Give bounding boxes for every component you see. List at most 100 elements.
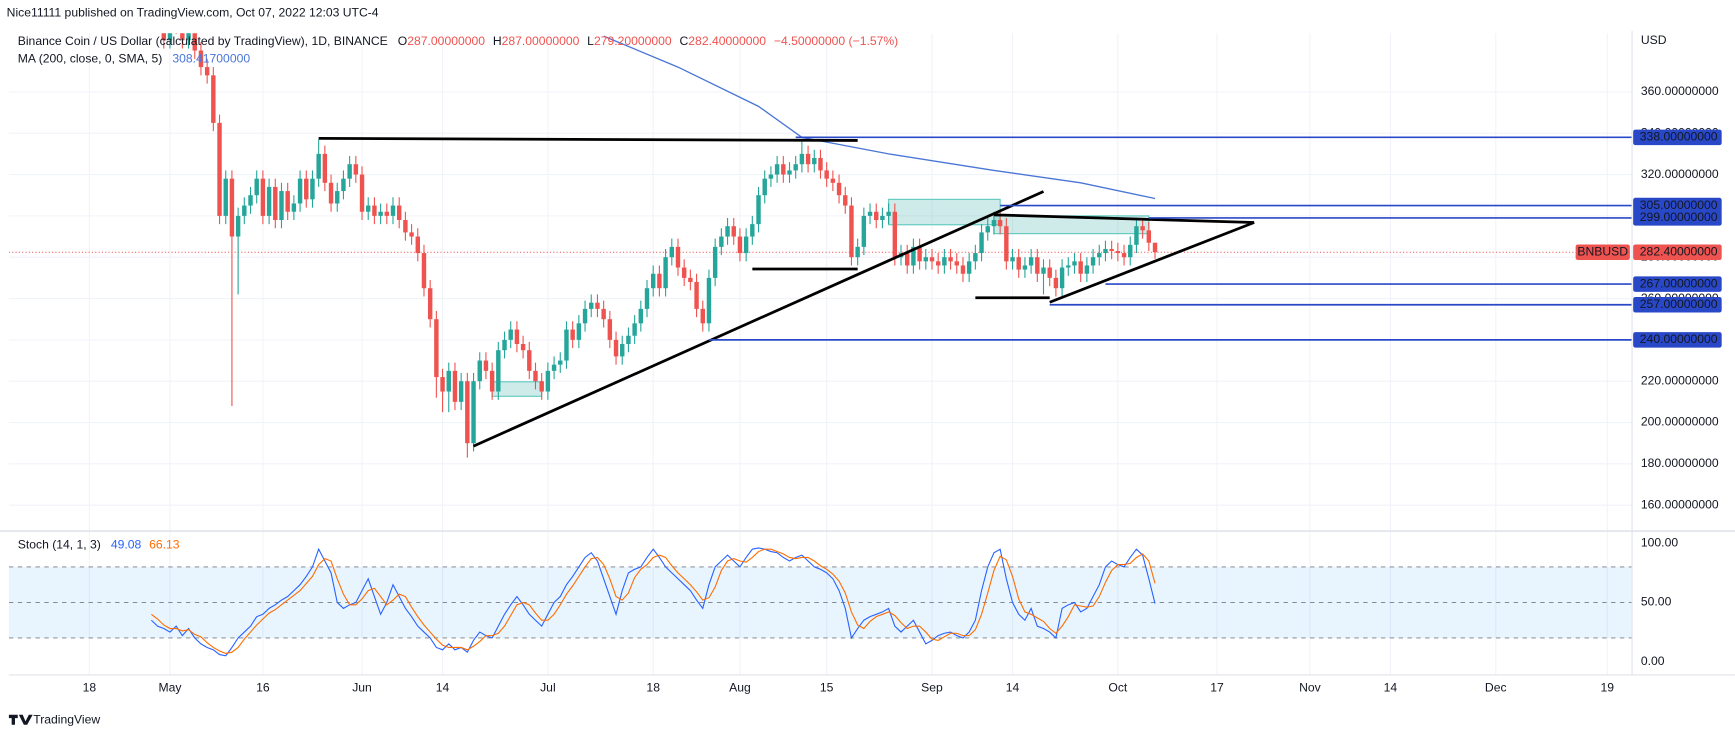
candle-body xyxy=(688,277,693,283)
candle-body xyxy=(1059,267,1065,289)
axes: 18 May 16 Jun 14 Jul 18 Aug 15 Sep 14 Oct 17 Nov 14 Dec… xyxy=(83,84,1722,694)
candle-body xyxy=(558,360,563,365)
x-tick-label: 15 xyxy=(820,680,834,694)
candle-body xyxy=(570,329,575,340)
candle-body xyxy=(1134,226,1139,245)
candle-body xyxy=(960,265,966,274)
trendline xyxy=(472,190,1045,448)
ohlc-value: 287.00000000 xyxy=(502,34,580,48)
candle-body xyxy=(929,257,935,262)
candle-body xyxy=(576,323,582,340)
candle-body xyxy=(217,122,222,216)
candle-body xyxy=(1146,230,1152,243)
candle-body xyxy=(743,236,749,254)
x-tick-label: Sep xyxy=(921,680,943,694)
x-tick-label: 14 xyxy=(436,680,450,694)
candle-body xyxy=(390,205,396,216)
candle-body xyxy=(446,370,451,392)
candle-body xyxy=(347,164,352,179)
candle-body xyxy=(601,308,606,320)
candle-body xyxy=(335,191,340,204)
candle-body xyxy=(372,205,377,216)
candle-body xyxy=(595,302,600,309)
ohlc-key: H xyxy=(493,34,502,48)
x-tick-label: May xyxy=(158,680,182,694)
y-tick-label: 360.00000000 xyxy=(1641,84,1719,98)
candle-body xyxy=(793,164,798,171)
candle-body xyxy=(502,339,507,351)
x-tick-label: 18 xyxy=(83,680,97,694)
candle-body xyxy=(366,205,371,212)
level-tag xyxy=(1633,332,1722,348)
candle-body xyxy=(843,195,848,206)
candle-body xyxy=(248,195,253,206)
candle-body xyxy=(1140,226,1145,231)
logo-mark xyxy=(8,714,33,725)
y-tick-label: 220.00000000 xyxy=(1641,373,1719,387)
y-tick-label: 160.00000000 xyxy=(1641,497,1719,511)
candle-body xyxy=(1022,265,1028,270)
candle-body xyxy=(589,302,594,309)
candle-body xyxy=(991,220,997,227)
candle-body xyxy=(657,273,662,289)
ma-legend: MA (200, close, 0, SMA, 5) 308.41700000 xyxy=(18,52,251,66)
candle-body xyxy=(279,191,284,221)
candle-body xyxy=(520,344,526,351)
candle-body xyxy=(458,381,464,402)
candle-body xyxy=(997,220,1003,227)
candle-body xyxy=(966,261,972,274)
candle-body xyxy=(483,360,489,371)
candle-body xyxy=(427,288,433,320)
zone xyxy=(888,198,1001,226)
candle-body xyxy=(310,178,315,200)
candle-body xyxy=(359,174,365,212)
footer-text: TradingView xyxy=(33,713,100,727)
candle-body xyxy=(1072,261,1077,266)
x-tick-label: 14 xyxy=(1006,680,1020,694)
candle-body xyxy=(1041,267,1046,274)
candle-body xyxy=(353,164,359,175)
candle-body xyxy=(384,211,390,216)
candle-body xyxy=(607,319,613,340)
tradingview-logo: TradingView xyxy=(8,713,100,727)
candle-body xyxy=(935,261,941,266)
y-tick-label: 320.00000000 xyxy=(1641,167,1719,181)
level-label: 305.00000000 xyxy=(1640,198,1718,212)
candle-body xyxy=(948,257,953,262)
y-tick-label: 50.00 xyxy=(1641,595,1672,609)
ohlc-key: C xyxy=(680,34,689,48)
x-tick-label: 19 xyxy=(1601,680,1615,694)
stoch-band xyxy=(8,566,1633,638)
candle-body xyxy=(328,182,334,204)
candle-body xyxy=(564,329,569,361)
candle-body xyxy=(434,319,439,378)
candle-body xyxy=(638,308,644,324)
candle-body xyxy=(161,33,166,41)
candle-body xyxy=(1047,267,1052,278)
candle-body xyxy=(527,350,532,371)
last-price-label: 282.40000000 xyxy=(1640,244,1718,258)
candle-body xyxy=(539,381,544,392)
candle-body xyxy=(849,205,854,258)
currency: USD xyxy=(1641,33,1667,47)
x-tick-label: Dec xyxy=(1485,680,1507,694)
candle-body xyxy=(421,253,427,289)
last-price-tag xyxy=(1633,244,1722,260)
candle-body xyxy=(471,381,476,444)
candle-body xyxy=(812,158,817,165)
candle-body xyxy=(551,364,557,371)
candle-body xyxy=(167,33,173,41)
level-label: 257.00000000 xyxy=(1640,297,1718,311)
candle-body xyxy=(304,178,309,200)
candle-body xyxy=(669,246,675,258)
candle-body xyxy=(874,211,879,221)
candle-body xyxy=(211,75,216,123)
candle-body xyxy=(1004,226,1009,262)
level-tag xyxy=(1633,210,1722,226)
candle-body xyxy=(1084,265,1090,274)
candle-body xyxy=(440,377,445,392)
candle-body xyxy=(737,236,743,254)
candle-body xyxy=(192,33,197,51)
candle-body xyxy=(1115,251,1121,254)
